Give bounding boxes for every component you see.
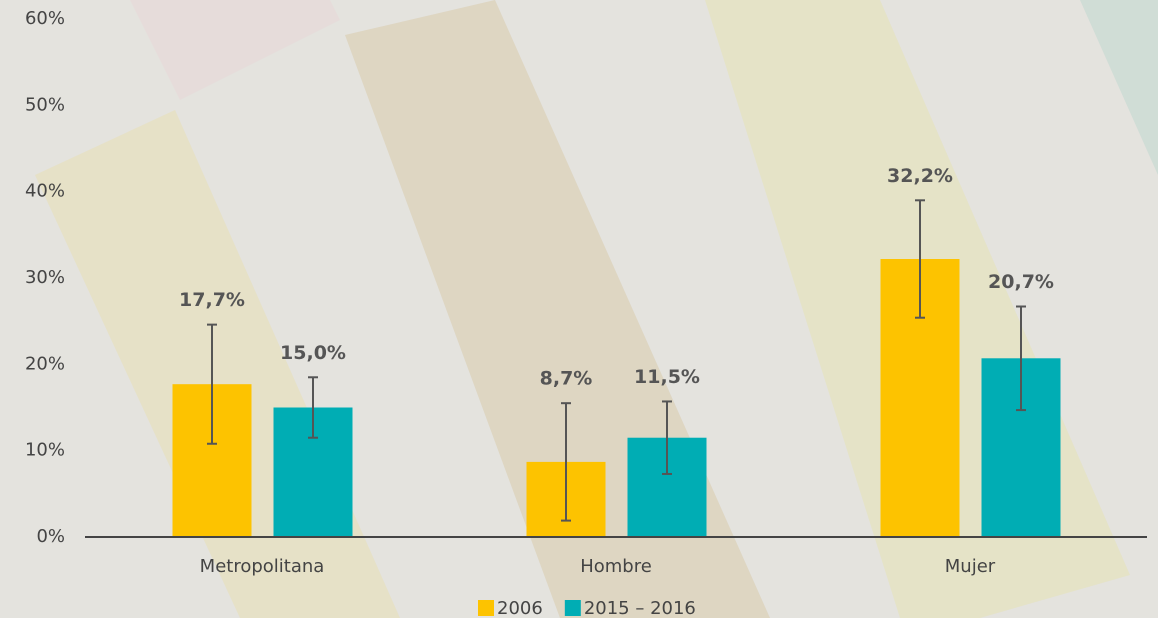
x-tick-label: Mujer — [945, 556, 996, 577]
y-tick-label: 30% — [25, 267, 65, 288]
value-label: 15,0% — [280, 342, 346, 364]
legend-label: 2006 — [497, 598, 543, 618]
x-tick-label: Metropolitana — [200, 556, 325, 577]
y-tick-label: 10% — [25, 440, 65, 461]
value-label: 32,2% — [887, 165, 953, 187]
value-label: 17,7% — [179, 289, 245, 311]
y-tick-label: 40% — [25, 181, 65, 202]
y-tick-label: 60% — [25, 8, 65, 29]
y-tick-label: 50% — [25, 94, 65, 115]
chart: 0% 10% 20% 30% 40% 50% 60% Metropolitana 17,7% 15… — [0, 0, 1158, 618]
legend-label: 2015 – 2016 — [584, 598, 696, 618]
x-tick-label: Hombre — [580, 556, 652, 577]
value-label: 20,7% — [988, 271, 1054, 293]
value-label: 8,7% — [540, 368, 593, 390]
y-tick-label: 0% — [36, 526, 65, 547]
y-tick-label: 20% — [25, 353, 65, 374]
value-label: 11,5% — [634, 366, 700, 388]
legend-swatch — [478, 600, 494, 616]
legend-swatch — [565, 600, 581, 616]
